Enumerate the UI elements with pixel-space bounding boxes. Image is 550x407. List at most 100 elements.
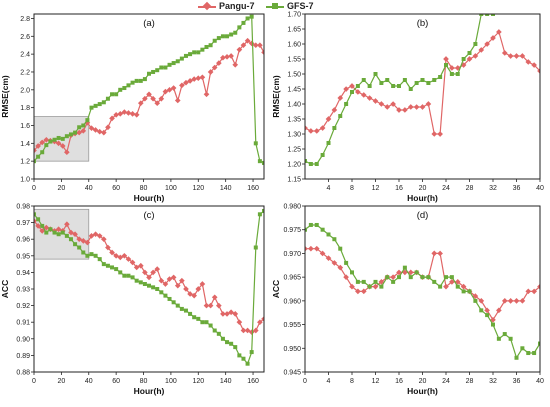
data-point <box>407 104 414 110</box>
data-point <box>245 16 250 21</box>
data-point <box>100 236 107 243</box>
series-line <box>305 14 493 165</box>
y-tick-label: 0.88 <box>16 370 30 377</box>
data-point <box>200 320 205 325</box>
data-point <box>114 267 119 272</box>
data-point <box>39 228 46 234</box>
data-point <box>34 212 36 217</box>
x-tick-label: 80 <box>140 185 148 192</box>
x-tick-label: 20 <box>419 185 427 192</box>
data-point <box>244 37 251 44</box>
y-tick-label: 0.945 <box>283 370 301 377</box>
x-tick-label: 40 <box>85 378 93 385</box>
data-point <box>397 275 401 280</box>
data-point <box>159 65 164 70</box>
x-tick-label: 160 <box>247 378 259 385</box>
x-tick-label: 24 <box>442 185 450 192</box>
data-point <box>361 78 366 82</box>
data-point <box>34 159 36 164</box>
panel-d: 0 4 8 12 16 20 24 28 32 36 40 0.945 0.950 0.955 0.960 0… <box>271 204 544 397</box>
x-tick-label: 32 <box>489 378 497 385</box>
data-point <box>167 296 172 301</box>
data-point <box>455 284 460 289</box>
data-point <box>188 52 193 57</box>
data-point <box>513 53 520 59</box>
data-point <box>373 72 378 76</box>
data-point <box>134 78 139 83</box>
x-tick-label: 40 <box>85 185 93 192</box>
data-point <box>187 78 193 84</box>
data-point <box>513 298 520 304</box>
y-tick-label: 0.96 <box>16 237 30 244</box>
data-point <box>308 162 313 166</box>
data-point <box>253 245 258 250</box>
data-point <box>92 231 99 238</box>
data-point <box>138 280 143 285</box>
x-tick-label: 140 <box>220 185 232 192</box>
x-tick-label: 4 <box>327 378 331 385</box>
data-point <box>473 42 478 46</box>
data-point <box>154 266 161 272</box>
x-tick-label: 60 <box>112 378 120 385</box>
data-point <box>350 90 354 94</box>
data-point <box>478 298 485 304</box>
data-point <box>343 86 349 92</box>
x-axis-label: Hour(h) <box>134 193 165 203</box>
data-point <box>134 278 139 283</box>
data-point <box>118 87 123 92</box>
data-point <box>85 118 90 123</box>
data-point <box>249 350 254 355</box>
data-point <box>60 136 65 141</box>
panel-c: 0 20 40 60 80 100 120 140 160 0.88 0.89 0.90 0.91 0.9… <box>0 204 265 396</box>
data-point <box>125 110 132 116</box>
y-tick-label: 0.965 <box>283 275 301 282</box>
data-point <box>200 47 205 52</box>
data-point <box>109 249 115 256</box>
data-point <box>491 14 495 16</box>
data-point <box>196 50 201 55</box>
data-point <box>52 230 57 235</box>
data-point <box>413 104 420 110</box>
data-point <box>240 327 247 334</box>
data-point <box>179 56 184 61</box>
data-point <box>438 284 443 289</box>
series-line <box>305 224 540 360</box>
data-point <box>455 72 460 76</box>
data-point <box>97 257 102 262</box>
data-point <box>402 78 407 82</box>
data-point <box>80 238 87 244</box>
data-point <box>473 298 478 303</box>
data-point <box>179 277 185 284</box>
y-tick-label: 0.955 <box>283 322 301 329</box>
data-point <box>151 285 156 290</box>
data-point <box>373 279 378 284</box>
data-point <box>192 315 197 320</box>
data-point <box>216 331 221 336</box>
data-point <box>97 102 102 107</box>
y-tick-label: 1.35 <box>287 117 301 124</box>
y-tick-label: 1.55 <box>287 57 301 64</box>
data-point <box>514 355 519 360</box>
data-point <box>325 116 332 122</box>
data-point <box>56 135 61 140</box>
data-point <box>349 283 355 290</box>
data-point <box>308 128 314 134</box>
series-pangu-7 <box>305 245 540 323</box>
series-gfs-7 <box>305 14 495 166</box>
data-point <box>228 53 234 59</box>
data-point <box>101 262 106 267</box>
y-tick-label: 0.97 <box>16 220 30 227</box>
data-point <box>449 72 454 76</box>
data-point <box>195 286 202 292</box>
data-point <box>110 265 115 270</box>
data-point <box>484 307 490 314</box>
data-point <box>163 65 168 70</box>
data-point <box>532 351 537 356</box>
data-point <box>232 61 239 68</box>
data-point <box>175 59 180 64</box>
data-point <box>211 294 218 301</box>
data-point <box>224 311 230 317</box>
data-point <box>443 283 449 290</box>
data-point <box>203 91 210 98</box>
data-point <box>73 130 78 135</box>
